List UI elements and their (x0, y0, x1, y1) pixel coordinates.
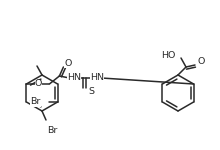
Text: Br: Br (30, 98, 40, 106)
Text: O: O (35, 80, 42, 88)
Text: HN: HN (90, 74, 104, 82)
Text: HO: HO (162, 51, 176, 60)
Text: HN: HN (67, 74, 81, 82)
Text: O: O (64, 58, 72, 68)
Text: O: O (198, 57, 205, 66)
Text: S: S (88, 87, 94, 96)
Text: Br: Br (47, 126, 57, 135)
